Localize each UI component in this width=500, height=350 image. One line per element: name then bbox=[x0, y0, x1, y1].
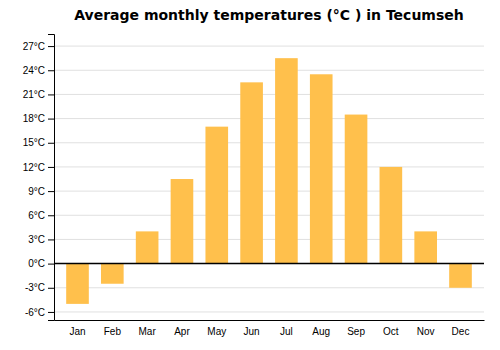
tick-label: 18°C bbox=[23, 113, 45, 124]
tick-label: Dec bbox=[452, 326, 470, 337]
grid-line bbox=[54, 215, 484, 216]
x-tick: Sep bbox=[347, 326, 365, 337]
grid-line bbox=[54, 46, 484, 47]
bar bbox=[171, 179, 194, 264]
axis-line bbox=[55, 320, 485, 321]
tick-label: Feb bbox=[104, 326, 122, 337]
bar bbox=[101, 264, 124, 284]
bar bbox=[345, 115, 368, 264]
tick-label: -6°C bbox=[25, 307, 45, 318]
tick-mark bbox=[48, 264, 54, 265]
x-tick: Feb bbox=[104, 326, 122, 337]
bar bbox=[310, 74, 333, 263]
y-tick: 6°C bbox=[28, 210, 54, 221]
bar bbox=[414, 231, 437, 263]
tick-label: 0°C bbox=[28, 258, 45, 269]
x-tick: Dec bbox=[452, 326, 470, 337]
grid bbox=[54, 46, 484, 312]
tick-mark bbox=[48, 239, 54, 240]
tick-label: Jan bbox=[69, 326, 85, 337]
bar bbox=[380, 167, 403, 264]
tick-mark bbox=[48, 143, 54, 144]
tick-mark bbox=[48, 288, 54, 289]
x-axis: Jan Feb Mar Apr May Jun Jul Aug Sep Oct Nov Dec bbox=[55, 321, 485, 338]
tick-mark bbox=[48, 312, 54, 313]
plot: -6°C -3°C 0°C 3°C 6°C 9°C 12°C 15°C 18°C 21°C 24°C… bbox=[23, 35, 485, 338]
y-tick: -6°C bbox=[25, 307, 54, 318]
title: Average monthly temperatures (°C ) in Te… bbox=[74, 7, 464, 23]
tick-label: Sep bbox=[347, 326, 365, 337]
bar bbox=[205, 127, 228, 264]
y-tick: 24°C bbox=[23, 65, 54, 76]
x-tick: Nov bbox=[417, 326, 435, 337]
tick-label: Jul bbox=[280, 326, 293, 337]
tick-mark bbox=[48, 167, 54, 168]
grid-line bbox=[54, 263, 484, 264]
y-tick: 3°C bbox=[28, 234, 54, 245]
x-tick: Jan bbox=[69, 326, 85, 337]
tick-mark bbox=[48, 215, 54, 216]
x-tick: Mar bbox=[139, 326, 157, 337]
y-tick: 21°C bbox=[23, 89, 54, 100]
bar bbox=[136, 231, 159, 263]
grid-line bbox=[54, 191, 484, 192]
chart: Average monthly temperatures (°C ) in Te… bbox=[0, 0, 500, 350]
y-tick: 18°C bbox=[23, 113, 54, 124]
tick-label: Nov bbox=[417, 326, 435, 337]
tick-label: Mar bbox=[139, 326, 157, 337]
tick-label: 24°C bbox=[23, 65, 45, 76]
tick-label: 6°C bbox=[28, 210, 45, 221]
grid-line bbox=[54, 311, 484, 312]
grid-line bbox=[54, 118, 484, 119]
y-tick: 15°C bbox=[23, 137, 54, 148]
grid-line bbox=[54, 166, 484, 167]
tick-label: 15°C bbox=[23, 137, 45, 148]
tick-label: 9°C bbox=[28, 186, 45, 197]
y-axis: -6°C -3°C 0°C 3°C 6°C 9°C 12°C 15°C 18°C 21°C 24°C… bbox=[23, 35, 55, 321]
x-tick: Oct bbox=[383, 326, 399, 337]
tick-label: Jun bbox=[244, 326, 260, 337]
bar bbox=[66, 264, 89, 304]
bar bbox=[275, 58, 298, 263]
tick-mark bbox=[48, 191, 54, 192]
y-tick: 12°C bbox=[23, 162, 54, 173]
tick-label: 21°C bbox=[23, 89, 45, 100]
bars bbox=[66, 58, 472, 304]
y-tick: 27°C bbox=[23, 41, 54, 52]
grid-line bbox=[54, 287, 484, 288]
grid-line bbox=[54, 70, 484, 71]
x-tick: May bbox=[207, 326, 226, 337]
tick-mark bbox=[48, 94, 54, 95]
x-tick: Aug bbox=[312, 326, 330, 337]
tick-label: May bbox=[207, 326, 226, 337]
zero-line bbox=[54, 263, 484, 265]
tick-label: 27°C bbox=[23, 41, 45, 52]
axis-line bbox=[48, 35, 55, 321]
x-tick: Apr bbox=[174, 326, 190, 337]
bar bbox=[449, 264, 472, 288]
tick-label: Aug bbox=[312, 326, 330, 337]
grid-line bbox=[54, 94, 484, 95]
tick-mark bbox=[48, 46, 54, 47]
tick-label: -3°C bbox=[25, 282, 45, 293]
tick-label: Apr bbox=[174, 326, 190, 337]
bar bbox=[240, 82, 263, 263]
tick-mark bbox=[48, 119, 54, 120]
grid-line bbox=[54, 142, 484, 143]
y-tick: 0°C bbox=[28, 258, 54, 269]
tick-label: 3°C bbox=[28, 234, 45, 245]
x-tick: Jun bbox=[244, 326, 260, 337]
y-tick: 9°C bbox=[28, 186, 54, 197]
tick-label: Oct bbox=[383, 326, 399, 337]
tick-label: 12°C bbox=[23, 162, 45, 173]
x-tick: Jul bbox=[280, 326, 293, 337]
tick-mark bbox=[48, 70, 54, 71]
y-tick: -3°C bbox=[25, 282, 54, 293]
